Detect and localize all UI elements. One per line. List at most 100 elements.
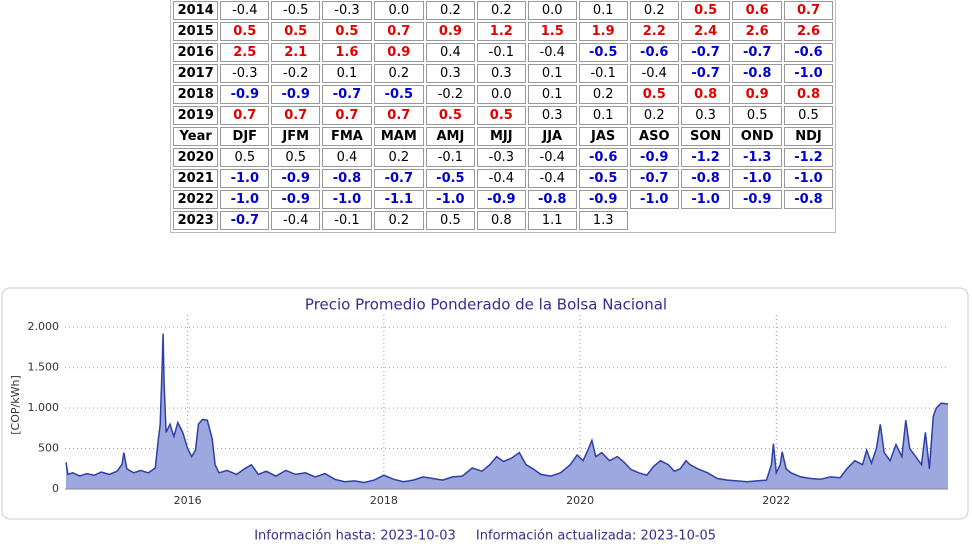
table-cell: -1.2 bbox=[784, 148, 833, 167]
table-cell: 0.1 bbox=[578, 1, 628, 20]
table-cell: -0.9 bbox=[732, 190, 782, 209]
table-cell: 2016 bbox=[173, 43, 219, 62]
table-cell: -0.7 bbox=[629, 169, 679, 188]
table-cell: -0.9 bbox=[578, 190, 628, 209]
table-row: 2019 0.7 0.7 0.7 0.7 0.5 0.5 0.3 0.1 0.2 0.3 0.5 0.5 bbox=[173, 106, 833, 125]
y-tick-label: 0 bbox=[52, 482, 59, 495]
table-cell: -0.4 bbox=[527, 148, 577, 167]
line bbox=[65, 333, 949, 484]
table-cell: 0.0 bbox=[373, 1, 424, 20]
table-cell: -0.1 bbox=[322, 211, 372, 230]
table-cell: -0.5 bbox=[373, 85, 424, 104]
x-tick-label: 2018 bbox=[370, 494, 398, 507]
table-cell: -1.0 bbox=[322, 190, 372, 209]
table-cell: -0.4 bbox=[271, 211, 321, 230]
table-cell: -0.8 bbox=[732, 64, 782, 83]
table-cell: -0.4 bbox=[527, 169, 577, 188]
table-cell: 0.7 bbox=[373, 22, 424, 41]
table-cell: 1.1 bbox=[527, 211, 577, 230]
table-cell: 0.7 bbox=[373, 106, 424, 125]
x-tick-label: 2016 bbox=[174, 494, 202, 507]
table-cell: -1.0 bbox=[680, 190, 731, 209]
table-cell: -1.0 bbox=[425, 190, 475, 209]
table-cell: SON bbox=[680, 127, 731, 146]
table-cell: -0.4 bbox=[220, 1, 270, 20]
table-cell: JFM bbox=[271, 127, 321, 146]
table-cell: 1.5 bbox=[527, 22, 577, 41]
table-cell: 2022 bbox=[173, 190, 219, 209]
table-cell: -0.6 bbox=[784, 43, 833, 62]
table-cell: -0.9 bbox=[629, 148, 679, 167]
oni-table: 2014 -0.4 -0.5 -0.3 0.0 0.2 0.2 0.0 0.1 0.2 0.5 0.6… bbox=[170, 0, 836, 233]
y-tick-label: 2.000 bbox=[28, 320, 60, 333]
table-cell: -0.2 bbox=[271, 64, 321, 83]
table-cell: JJA bbox=[527, 127, 577, 146]
table-cell: AMJ bbox=[425, 127, 475, 146]
table-cell: 0.2 bbox=[425, 1, 475, 20]
table-row: 2016 2.5 2.1 1.6 0.9 0.4 -0.1 -0.4 -0.5 -0.6 -0.7-… bbox=[173, 43, 833, 62]
table-cell: -0.4 bbox=[527, 43, 577, 62]
table-cell: 0.5 bbox=[629, 85, 679, 104]
chart-title: Precio Promedio Ponderado de la Bolsa Na… bbox=[305, 296, 667, 314]
table-cell: 2020 bbox=[173, 148, 219, 167]
table-cell: 0.7 bbox=[220, 106, 270, 125]
table-row: 2017 -0.3 -0.2 0.1 0.2 0.3 0.3 0.1 -0.1 -0.4 -0.7-… bbox=[173, 64, 833, 83]
table-cell: -0.1 bbox=[578, 64, 628, 83]
table-cell: 2.4 bbox=[680, 22, 731, 41]
y-tick-label: 1.500 bbox=[28, 361, 60, 374]
table-cell: 0.2 bbox=[373, 211, 424, 230]
y-tick-label: 1.000 bbox=[28, 401, 60, 414]
table-cell: JAS bbox=[578, 127, 628, 146]
table-cell: 0.9 bbox=[373, 43, 424, 62]
table-row: 2015 0.5 0.5 0.5 0.7 0.9 1.2 1.5 1.9 2.2 2.4 2.6 2.6 bbox=[173, 22, 833, 41]
table-cell: 0.1 bbox=[527, 64, 577, 83]
table-cell: 2015 bbox=[173, 22, 219, 41]
table-cell: 2019 bbox=[173, 106, 219, 125]
table-cell: -0.5 bbox=[578, 43, 628, 62]
table-cell: 0.2 bbox=[629, 1, 679, 20]
table-cell: -0.5 bbox=[578, 169, 628, 188]
table-cell: 0.5 bbox=[271, 148, 321, 167]
table-cell: MAM bbox=[373, 127, 424, 146]
table-cell: -0.3 bbox=[220, 64, 270, 83]
table-cell: 2018 bbox=[173, 85, 219, 104]
table-cell: 0.5 bbox=[425, 106, 475, 125]
table-cell: -0.7 bbox=[680, 64, 731, 83]
table-cell: -0.3 bbox=[476, 148, 526, 167]
table-cell: -0.6 bbox=[578, 148, 628, 167]
table-row: 2023 -0.7 -0.4 -0.1 0.2 0.5 0.8 1.1 1.3 bbox=[173, 211, 833, 230]
table-cell: 0.9 bbox=[425, 22, 475, 41]
table-row: 2014 -0.4 -0.5 -0.3 0.0 0.2 0.2 0.0 0.1 0.2 0.5 0.6… bbox=[173, 1, 833, 20]
table-cell: 0.7 bbox=[322, 106, 372, 125]
table-cell: -0.7 bbox=[680, 43, 731, 62]
table-cell: -0.9 bbox=[271, 190, 321, 209]
table-cell: 0.0 bbox=[476, 85, 526, 104]
table-row: 2018 -0.9 -0.9 -0.7 -0.5 -0.2 0.0 0.1 0.2 0.5 0.8 0… bbox=[173, 85, 833, 104]
x-tick-label: 2020 bbox=[566, 494, 594, 507]
table-cell: 0.4 bbox=[322, 148, 372, 167]
table-cell: ASO bbox=[629, 127, 679, 146]
chart-frame bbox=[1, 287, 969, 520]
table-cell: 0.5 bbox=[425, 211, 475, 230]
table-cell: -0.8 bbox=[527, 190, 577, 209]
table-cell: -0.7 bbox=[322, 85, 372, 104]
table-cell: 0.5 bbox=[680, 1, 731, 20]
table-cell: -1.0 bbox=[784, 64, 833, 83]
table-cell: 0.5 bbox=[271, 22, 321, 41]
table-cell: -0.6 bbox=[629, 43, 679, 62]
table-cell: -0.9 bbox=[476, 190, 526, 209]
table-cell: -0.8 bbox=[784, 190, 833, 209]
table-row: 2021 -1.0 -0.9 -0.8 -0.7 -0.5 -0.4 -0.4 -0.5 -0.7… bbox=[173, 169, 833, 188]
table-cell: -0.8 bbox=[680, 169, 731, 188]
table-cell: 0.4 bbox=[425, 43, 475, 62]
table-cell: 0.8 bbox=[784, 85, 833, 104]
footer-left: Información hasta: 2023-10-03 bbox=[254, 529, 456, 544]
table-cell: -0.2 bbox=[425, 85, 475, 104]
table-cell: -0.7 bbox=[732, 43, 782, 62]
table-cell: 0.5 bbox=[784, 106, 833, 125]
table-cell: 1.3 bbox=[578, 211, 628, 230]
table-cell: -0.5 bbox=[425, 169, 475, 188]
y-axis-label: [COP/kWh] bbox=[9, 375, 22, 434]
table-cell: 0.8 bbox=[476, 211, 526, 230]
table-cell: OND bbox=[732, 127, 782, 146]
